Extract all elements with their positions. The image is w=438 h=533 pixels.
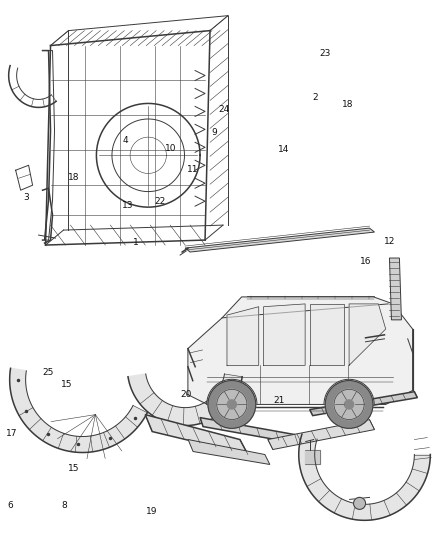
Polygon shape — [10, 368, 147, 453]
Polygon shape — [227, 306, 259, 365]
Text: 10: 10 — [165, 144, 177, 153]
Text: 11: 11 — [187, 165, 198, 174]
Polygon shape — [188, 440, 270, 464]
Text: 14: 14 — [278, 145, 290, 154]
Text: 6: 6 — [7, 501, 13, 510]
Text: 2: 2 — [312, 93, 318, 102]
Text: 25: 25 — [42, 368, 53, 377]
Text: 15: 15 — [61, 380, 73, 389]
Text: 13: 13 — [122, 201, 133, 210]
Polygon shape — [128, 374, 242, 425]
Polygon shape — [299, 434, 430, 520]
Text: 4: 4 — [122, 136, 128, 145]
Text: 16: 16 — [360, 257, 371, 265]
Polygon shape — [268, 419, 374, 449]
Text: 18: 18 — [342, 100, 353, 109]
Circle shape — [217, 390, 247, 419]
Polygon shape — [310, 392, 417, 416]
Circle shape — [208, 381, 256, 429]
Polygon shape — [349, 304, 386, 365]
Polygon shape — [200, 417, 298, 443]
Text: 19: 19 — [145, 506, 157, 515]
Circle shape — [334, 390, 364, 419]
Text: 20: 20 — [180, 390, 192, 399]
Text: 22: 22 — [155, 197, 166, 206]
Polygon shape — [188, 297, 413, 405]
Text: 12: 12 — [384, 237, 395, 246]
Polygon shape — [145, 415, 248, 455]
Circle shape — [227, 400, 237, 409]
Text: 9: 9 — [212, 128, 218, 137]
Text: 17: 17 — [6, 430, 18, 439]
Polygon shape — [264, 304, 305, 365]
Text: 18: 18 — [68, 173, 80, 182]
Text: 3: 3 — [23, 193, 29, 202]
Text: 24: 24 — [219, 105, 230, 114]
Text: 8: 8 — [61, 501, 67, 510]
Circle shape — [353, 497, 366, 510]
Text: 23: 23 — [319, 50, 330, 58]
Polygon shape — [310, 304, 344, 365]
Text: 21: 21 — [274, 397, 285, 406]
Polygon shape — [305, 449, 320, 464]
Text: 15: 15 — [68, 464, 80, 473]
Circle shape — [325, 381, 373, 429]
Text: 1: 1 — [133, 238, 139, 247]
Polygon shape — [185, 228, 374, 252]
Polygon shape — [389, 258, 401, 320]
Circle shape — [345, 400, 353, 409]
